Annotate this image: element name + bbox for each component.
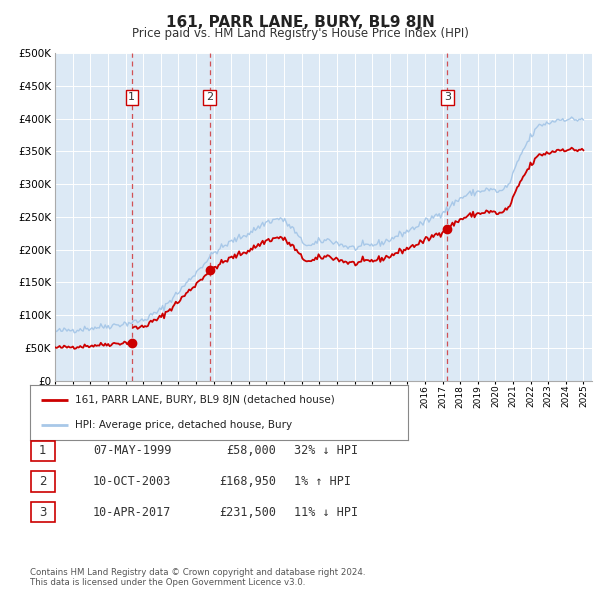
Text: Contains HM Land Registry data © Crown copyright and database right 2024.
This d: Contains HM Land Registry data © Crown c…: [30, 568, 365, 587]
Text: 161, PARR LANE, BURY, BL9 8JN: 161, PARR LANE, BURY, BL9 8JN: [166, 15, 434, 30]
Text: HPI: Average price, detached house, Bury: HPI: Average price, detached house, Bury: [76, 420, 292, 430]
Text: 11% ↓ HPI: 11% ↓ HPI: [294, 506, 358, 519]
FancyBboxPatch shape: [31, 471, 55, 491]
Text: £168,950: £168,950: [219, 475, 276, 488]
Text: £58,000: £58,000: [226, 444, 276, 457]
Text: 1% ↑ HPI: 1% ↑ HPI: [294, 475, 351, 488]
Text: 10-OCT-2003: 10-OCT-2003: [93, 475, 172, 488]
FancyBboxPatch shape: [31, 441, 55, 461]
Text: 32% ↓ HPI: 32% ↓ HPI: [294, 444, 358, 457]
Text: 3: 3: [444, 92, 451, 102]
Text: Price paid vs. HM Land Registry's House Price Index (HPI): Price paid vs. HM Land Registry's House …: [131, 27, 469, 40]
Text: 161, PARR LANE, BURY, BL9 8JN (detached house): 161, PARR LANE, BURY, BL9 8JN (detached …: [76, 395, 335, 405]
Text: 2: 2: [39, 475, 47, 488]
Text: 07-MAY-1999: 07-MAY-1999: [93, 444, 172, 457]
Text: 10-APR-2017: 10-APR-2017: [93, 506, 172, 519]
FancyBboxPatch shape: [31, 502, 55, 522]
Text: 1: 1: [39, 444, 47, 457]
Text: 2: 2: [206, 92, 213, 102]
Text: 1: 1: [128, 92, 135, 102]
Text: 3: 3: [39, 506, 47, 519]
Text: £231,500: £231,500: [219, 506, 276, 519]
